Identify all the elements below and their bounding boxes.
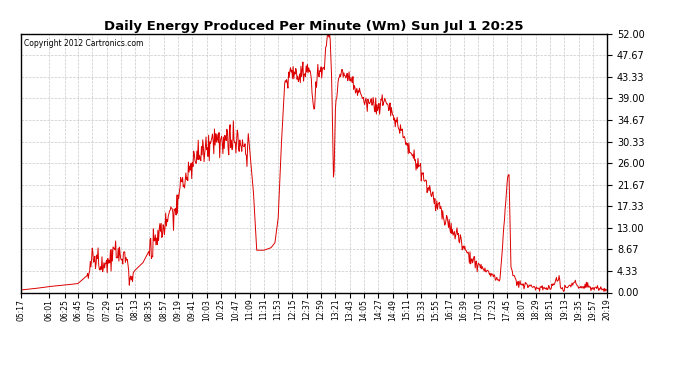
Text: Copyright 2012 Cartronics.com: Copyright 2012 Cartronics.com — [23, 39, 143, 48]
Title: Daily Energy Produced Per Minute (Wm) Sun Jul 1 20:25: Daily Energy Produced Per Minute (Wm) Su… — [104, 20, 524, 33]
